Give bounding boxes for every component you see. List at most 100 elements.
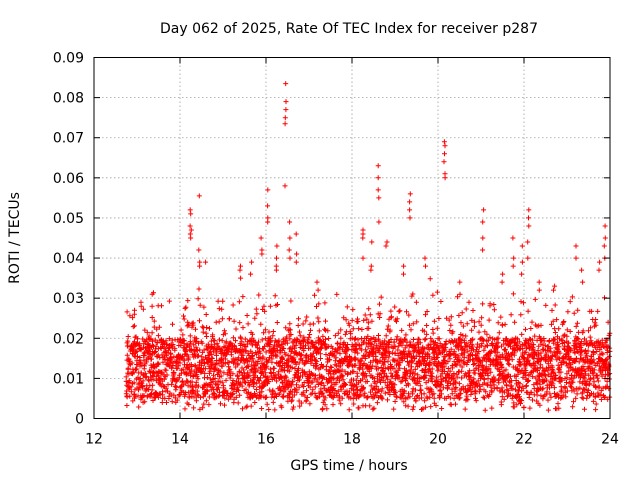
data-point (224, 393, 230, 398)
data-point (536, 351, 542, 357)
data-point (515, 371, 521, 377)
data-point (451, 376, 457, 382)
data-point (584, 395, 590, 401)
data-point (354, 370, 360, 376)
data-point (421, 328, 427, 334)
data-point (263, 349, 269, 355)
data-point (586, 381, 592, 387)
data-point (171, 392, 177, 398)
data-point (219, 379, 225, 385)
data-point (272, 372, 278, 378)
data-point (328, 364, 334, 370)
data-point (320, 390, 326, 396)
data-point (411, 337, 416, 342)
data-point (146, 333, 152, 339)
data-point (191, 342, 197, 348)
data-point (323, 367, 329, 373)
data-point (552, 330, 558, 335)
data-point (538, 362, 544, 368)
data-point (342, 331, 348, 337)
data-point (150, 338, 155, 344)
data-point (422, 398, 428, 404)
data-point (576, 366, 582, 372)
data-point (347, 389, 352, 395)
data-point (136, 387, 141, 393)
data-point (410, 321, 416, 327)
data-point (202, 366, 208, 372)
data-point (344, 304, 350, 310)
data-point (131, 369, 137, 375)
data-point (233, 394, 239, 400)
data-point (310, 321, 316, 327)
data-point (342, 382, 348, 388)
data-point (487, 334, 493, 340)
data-point (173, 383, 179, 389)
data-point (214, 352, 219, 358)
data-point (369, 318, 375, 324)
data-point (524, 345, 529, 351)
data-point (490, 342, 496, 348)
data-point (394, 316, 400, 322)
data-point (259, 406, 265, 411)
data-point (532, 296, 538, 302)
data-point (198, 394, 203, 400)
data-point (394, 334, 400, 340)
data-point (580, 389, 585, 395)
data-point (272, 293, 278, 299)
data-point (334, 392, 340, 398)
data-point (227, 366, 233, 372)
data-point (388, 370, 394, 376)
data-point (472, 319, 477, 325)
data-point (366, 368, 372, 374)
data-point (584, 379, 590, 385)
data-point (556, 344, 562, 350)
data-point (513, 387, 518, 393)
data-point (470, 343, 476, 349)
data-point (169, 399, 175, 405)
data-point (427, 276, 433, 282)
data-point (362, 312, 368, 318)
data-point (288, 349, 294, 355)
data-point (223, 339, 229, 345)
data-point (495, 320, 501, 326)
data-point (431, 318, 437, 324)
y-tick-label: 0.09 (53, 51, 84, 67)
data-point (530, 397, 535, 403)
data-point (321, 375, 327, 381)
data-point (130, 398, 136, 404)
data-point (387, 327, 393, 333)
data-point (287, 321, 293, 327)
data-point (219, 306, 225, 312)
data-point (525, 378, 531, 383)
data-point (315, 315, 321, 321)
data-point (254, 342, 260, 348)
data-point (149, 387, 155, 393)
data-point (316, 382, 322, 387)
data-point (549, 356, 554, 362)
data-point (447, 356, 453, 362)
data-point (300, 321, 306, 327)
data-point (307, 384, 313, 390)
data-point (158, 376, 164, 381)
data-point (170, 321, 175, 327)
data-point (372, 380, 378, 386)
data-point (181, 316, 187, 322)
data-point (124, 352, 130, 358)
data-point (573, 323, 579, 329)
data-point (362, 356, 368, 361)
data-point (247, 373, 253, 379)
data-point (378, 379, 383, 385)
data-point (361, 385, 366, 391)
data-point (526, 395, 532, 400)
data-point (334, 291, 340, 297)
data-point (462, 406, 468, 412)
data-point (356, 342, 362, 348)
data-point (361, 317, 367, 323)
data-point (476, 389, 482, 395)
data-point (447, 401, 453, 407)
data-point (169, 381, 175, 387)
data-point (186, 395, 192, 401)
data-point (434, 289, 440, 295)
data-point (371, 405, 377, 411)
data-point (442, 369, 448, 374)
